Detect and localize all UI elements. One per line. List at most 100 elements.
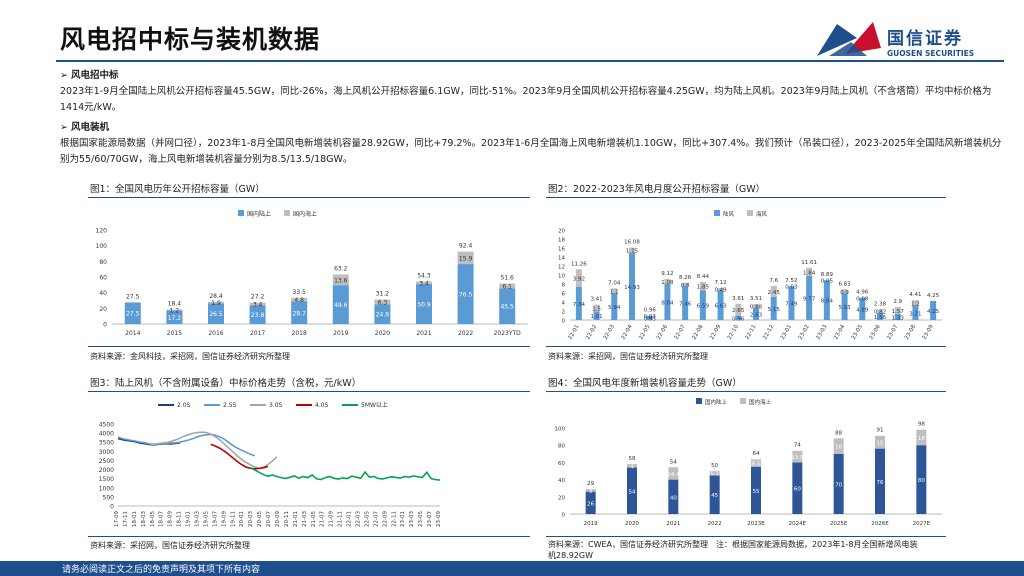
bar-onshore: [457, 264, 474, 324]
total-label: 98: [918, 422, 925, 428]
x-tick-label: 22-08: [691, 324, 704, 341]
x-tick-label: 23-05: [418, 511, 424, 527]
data-label: 15: [877, 441, 884, 447]
total-label: 3.51: [750, 296, 762, 302]
data-label: 3.4: [253, 302, 263, 309]
x-tick-label: 22-05: [638, 324, 651, 341]
legend-swatch: [238, 210, 244, 216]
x-tick-label: 23-03: [815, 324, 828, 341]
line-series: [249, 466, 441, 481]
x-tick-label: 2020: [625, 521, 639, 527]
x-tick-label: 23-01: [400, 511, 406, 527]
total-label: 0.96: [644, 308, 657, 314]
fig1-rule: [88, 197, 530, 198]
total-label: 8.44: [697, 274, 710, 280]
bar-onshore: [930, 300, 937, 320]
bar-onshore: [792, 462, 803, 514]
bar-onshore: [875, 448, 885, 514]
line-series: [117, 433, 255, 457]
data-label: 0.82: [874, 310, 886, 316]
x-tick-label: 23-07: [886, 324, 899, 341]
total-label: 7.6: [769, 278, 778, 284]
bar-onshore: [717, 290, 724, 320]
total-label: 7.52: [785, 278, 797, 284]
y-tick-label: 10: [558, 274, 565, 280]
y-tick-label: 2500: [99, 458, 114, 465]
logo-name-en: GUOSEN SECURITIES: [887, 49, 975, 58]
y-tick-label: 40: [558, 478, 565, 484]
data-label: 0.96: [732, 316, 745, 322]
total-label: 28.4: [209, 293, 223, 300]
data-label: 7.34: [573, 302, 586, 308]
total-label: 51.6: [501, 275, 515, 282]
bar-onshore: [332, 285, 349, 324]
y-tick-label: 500: [103, 494, 115, 501]
fig4-bottom-rule: [546, 536, 946, 537]
y-tick-label: 20: [99, 306, 107, 313]
x-tick-label: 22-12: [762, 324, 775, 341]
total-label: 88: [835, 430, 842, 436]
bar-onshore: [499, 288, 516, 324]
data-label: 1.84: [803, 270, 816, 276]
x-tick-label: 2018: [292, 330, 307, 337]
legend-label: 3.0S: [269, 402, 283, 409]
bar-offshore: [806, 267, 813, 277]
x-tick-label: 18-11: [177, 511, 183, 527]
total-label: 58: [629, 456, 636, 462]
y-tick-label: 60: [558, 461, 565, 467]
data-label: 14.93: [624, 285, 640, 291]
x-tick-label: 19-09: [221, 511, 227, 527]
fig2-chart: 024681012141618207.343.9211.2622-011.911…: [558, 210, 942, 341]
bar-offshore: [894, 306, 901, 315]
x-tick-label: 21-05: [311, 511, 317, 527]
x-tick-label: 22-02: [585, 324, 598, 341]
y-tick-label: 1500: [99, 476, 114, 483]
x-tick-label: 2019: [333, 330, 348, 337]
total-label: 4.41: [909, 292, 921, 298]
data-label: 1.33: [892, 316, 905, 322]
data-label: 24.9: [376, 312, 390, 319]
total-label: 54.3: [417, 272, 431, 279]
x-tick-label: 22-03: [356, 511, 362, 527]
y-tick-label: 40: [99, 290, 107, 297]
data-label: 1.2: [911, 301, 920, 307]
x-tick-label: 20-03: [248, 511, 254, 527]
data-label: 28.7: [293, 310, 307, 317]
legend-label: 5MW以上: [361, 401, 388, 409]
data-label: 0.8: [681, 283, 690, 289]
total-label: 31.2: [376, 291, 390, 298]
x-tick-label: 2023YTD: [494, 330, 522, 337]
x-tick-label: 21-09: [329, 511, 335, 527]
data-label: 26.5: [209, 311, 223, 318]
data-label: 3: [589, 489, 593, 495]
bar-offshore: [374, 299, 391, 305]
bar-offshore: [629, 247, 635, 253]
bar-onshore: [575, 286, 582, 320]
data-label: 23.8: [251, 312, 265, 319]
title-rule: [56, 60, 1004, 62]
x-tick-label: 20-05: [257, 511, 263, 527]
y-tick-label: 100: [96, 243, 108, 250]
x-tick-label: 22-11: [745, 324, 758, 341]
x-tick-label: 19-07: [212, 511, 218, 527]
x-tick-label: 19-05: [203, 511, 209, 527]
fig1-bottom-rule: [88, 346, 530, 347]
footer-bar: 请务必阅读正文之后的免责声明及其项下所有内容: [0, 561, 1024, 576]
y-tick-label: 0: [110, 504, 114, 511]
bar-offshore: [877, 309, 883, 313]
legend-label: 国内海上: [749, 398, 772, 406]
data-label: 1.5: [592, 307, 601, 313]
data-label: 18: [835, 445, 842, 451]
data-label: 5.15: [768, 307, 781, 313]
legend-label: 2.0S: [177, 402, 191, 409]
x-tick-label: 22-10: [727, 324, 740, 341]
data-label: 1.2: [170, 308, 180, 315]
bar-onshore: [668, 479, 679, 514]
x-tick-label: 23-08: [904, 324, 917, 341]
data-label: 4.25: [927, 309, 940, 315]
x-tick-label: 22-03: [603, 324, 616, 341]
x-tick-label: 2020: [375, 330, 390, 337]
data-label: 76.5: [459, 292, 473, 299]
section-title: 风电装机: [71, 122, 110, 133]
x-tick-label: 22-09: [382, 511, 388, 527]
